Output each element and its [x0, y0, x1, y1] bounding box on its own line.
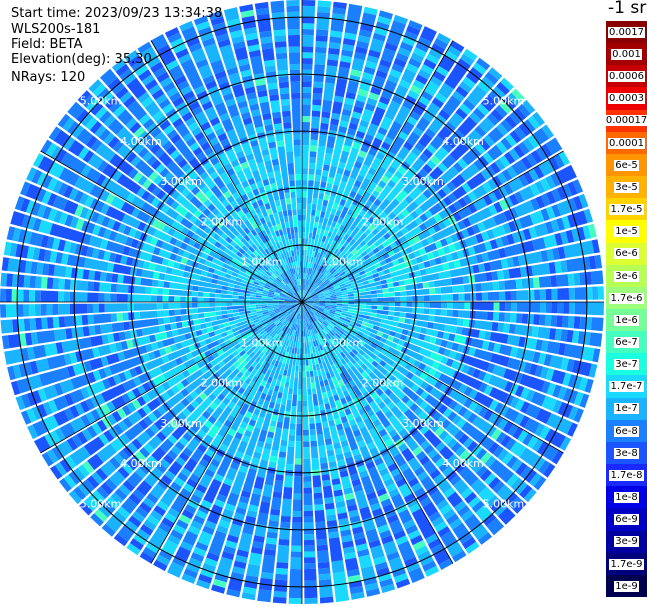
colorbar-label: 3e-6 [614, 270, 639, 282]
colorbar-level: 1e-7 [606, 397, 647, 421]
colorbar-level: 6e-8 [606, 419, 647, 443]
range-label: 3.00km [402, 417, 444, 430]
range-label: 3.00km [160, 417, 202, 430]
colorbar-level: 3e-9 [606, 530, 647, 554]
elevation-text: Elevation(deg): 35.30 [11, 52, 152, 67]
colorbar-level: 0.0017 [606, 21, 647, 44]
ray-gate-cells [1, 0, 600, 604]
colorbar: 0.0017 0.001 0.0006 0.0003 0.00017 0.0001 6e-5… [604, 21, 647, 598]
range-label: 5.00km [483, 497, 525, 510]
range-label: 1.00km [322, 336, 364, 349]
range-label: 1.00km [241, 256, 283, 269]
colorbar-label: 3e-5 [614, 181, 639, 193]
azimuth-spoke [150, 301, 303, 564]
colorbar-label: 1.7e-8 [609, 469, 644, 481]
colorbar-level: 1e-8 [606, 486, 647, 509]
colorbar-level: 0.001 [606, 43, 647, 66]
colorbar-units: -1 sr [608, 0, 647, 18]
range-label: 2.00km [362, 215, 404, 228]
colorbar-level: 0.00017 [604, 109, 647, 133]
colorbar-label: 6e-9 [614, 514, 639, 526]
range-label: 1.00km [322, 256, 364, 269]
ppi-range-labels: 1.00km 1.00km 1.00km 1.00km 2.00km 2.00km 2.00… [80, 95, 524, 511]
colorbar-label: 1e-5 [614, 226, 639, 238]
colorbar-label: 6e-8 [614, 425, 639, 437]
colorbar-level: 6e-9 [606, 508, 647, 532]
colorbar-label: 1.7e-6 [609, 292, 644, 304]
range-label: 4.00km [442, 457, 484, 470]
colorbar-level: 1.7e-9 [606, 552, 647, 576]
range-label: 5.00km [483, 95, 525, 108]
colorbar-label: 6e-5 [614, 159, 639, 171]
range-label: 4.00km [120, 135, 162, 148]
colorbar-label: 0.0001 [608, 137, 645, 149]
colorbar-label: 1e-9 [614, 580, 639, 592]
colorbar-label: 0.00017 [604, 115, 647, 127]
colorbar-level: 0.0001 [606, 131, 647, 155]
range-label: 2.00km [201, 377, 243, 390]
ppi-grid-overlay [0, 0, 604, 604]
colorbar-level: 1e-5 [606, 220, 647, 244]
range-label: 4.00km [442, 135, 484, 148]
azimuth-spoke [301, 301, 454, 564]
azimuth-spoke [40, 301, 303, 454]
colorbar-label: 6e-6 [614, 248, 639, 260]
colorbar-level: 3e-8 [606, 441, 647, 465]
range-label: 5.00km [80, 497, 122, 510]
colorbar-level: 1.7e-5 [606, 198, 647, 221]
range-label: 3.00km [402, 175, 444, 188]
colorbar-level: 1e-6 [606, 309, 647, 332]
colorbar-label: 0.0006 [608, 71, 645, 83]
colorbar-level: 6e-5 [606, 153, 647, 177]
azimuth-spoke [301, 301, 564, 454]
colorbar-label: 1e-6 [614, 314, 639, 326]
colorbar-level: 3e-6 [606, 264, 647, 288]
ppi-scan-plot: 1.00km 1.00km 1.00km 1.00km 2.00km 2.00km 2.00… [0, 0, 604, 604]
instrument-name-text: WLS200s-181 [11, 22, 101, 37]
colorbar-level: 1e-9 [606, 574, 647, 598]
range-label: 4.00km [120, 457, 162, 470]
nrays-text: NRays: 120 [11, 70, 86, 85]
colorbar-label: 1.7e-7 [609, 381, 644, 393]
colorbar-label: 0.0017 [608, 26, 645, 38]
colorbar-level: 0.0003 [606, 87, 647, 111]
azimuth-spoke [301, 40, 454, 303]
start-time-text: Start time: 2023/09/23 13:34:38 [11, 6, 223, 21]
colorbar-level: 1.7e-7 [606, 375, 647, 399]
colorbar-level: 3e-7 [606, 353, 647, 376]
azimuth-spoke [150, 40, 303, 303]
range-label: 2.00km [201, 215, 243, 228]
colorbar-label: 1.7e-9 [609, 558, 644, 570]
colorbar-label: 1.7e-5 [609, 204, 644, 216]
colorbar-level: 0.0006 [606, 65, 647, 88]
colorbar-label: 6e-7 [614, 336, 639, 348]
field-name-text: Field: BETA [11, 37, 83, 52]
colorbar-label: 3e-9 [614, 536, 639, 548]
range-label: 1.00km [241, 336, 283, 349]
range-label: 5.00km [80, 95, 122, 108]
colorbar-level: 6e-6 [606, 242, 647, 266]
azimuth-spoke [301, 150, 564, 303]
colorbar-label: 3e-7 [614, 359, 639, 371]
colorbar-label: 0.001 [611, 48, 642, 60]
colorbar-level: 1.7e-8 [606, 464, 647, 487]
colorbar-label: 1e-7 [614, 403, 639, 415]
azimuth-spoke [40, 150, 303, 303]
colorbar-label: 1e-8 [614, 492, 639, 504]
colorbar-label: 3e-8 [614, 447, 639, 459]
colorbar-level: 3e-5 [606, 176, 647, 199]
colorbar-level: 1.7e-6 [606, 286, 647, 310]
colorbar-label: 0.0003 [608, 93, 645, 105]
colorbar-level: 6e-7 [606, 331, 647, 354]
range-label: 3.00km [160, 175, 202, 188]
range-label: 2.00km [362, 377, 404, 390]
